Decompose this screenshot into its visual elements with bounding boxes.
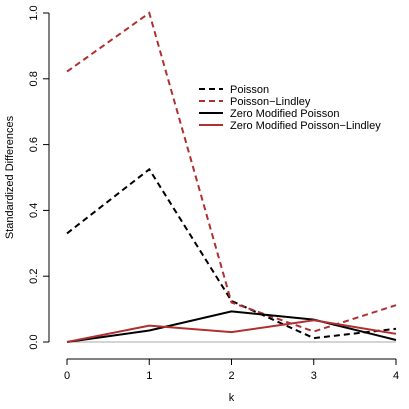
legend-label: Poisson: [230, 84, 269, 96]
x-tick-label: 4: [393, 370, 399, 382]
x-tick-label: 3: [311, 370, 317, 382]
x-tick-label: 0: [64, 370, 70, 382]
y-tick-label: 0.8: [28, 71, 40, 86]
series-line-4: [66, 319, 397, 343]
x-tick-label: 1: [146, 370, 152, 382]
y-tick-label: 0.2: [28, 269, 40, 284]
legend-label: Zero Modified Poisson: [230, 108, 339, 120]
y-tick-label: 0.6: [28, 137, 40, 152]
axes-group: 0 1 2 3 4 0.0 0.2 0.4 0.6 0.8 1.0: [28, 5, 399, 382]
series-group: [66, 11, 397, 343]
x-axis-title: k: [229, 392, 235, 404]
y-axis-title: Standardized Differences: [4, 115, 16, 239]
series-line-3: [66, 310, 397, 343]
y-tick-label: 0.0: [28, 334, 40, 349]
y-tick-label: 0.4: [28, 203, 40, 218]
series-line-2: [66, 11, 397, 333]
legend-label: Zero Modified Poisson−Lindley: [230, 120, 381, 132]
y-tick-label: 1.0: [28, 5, 40, 20]
x-tick-label: 2: [228, 370, 234, 382]
legend-label: Poisson−Lindley: [230, 96, 311, 108]
